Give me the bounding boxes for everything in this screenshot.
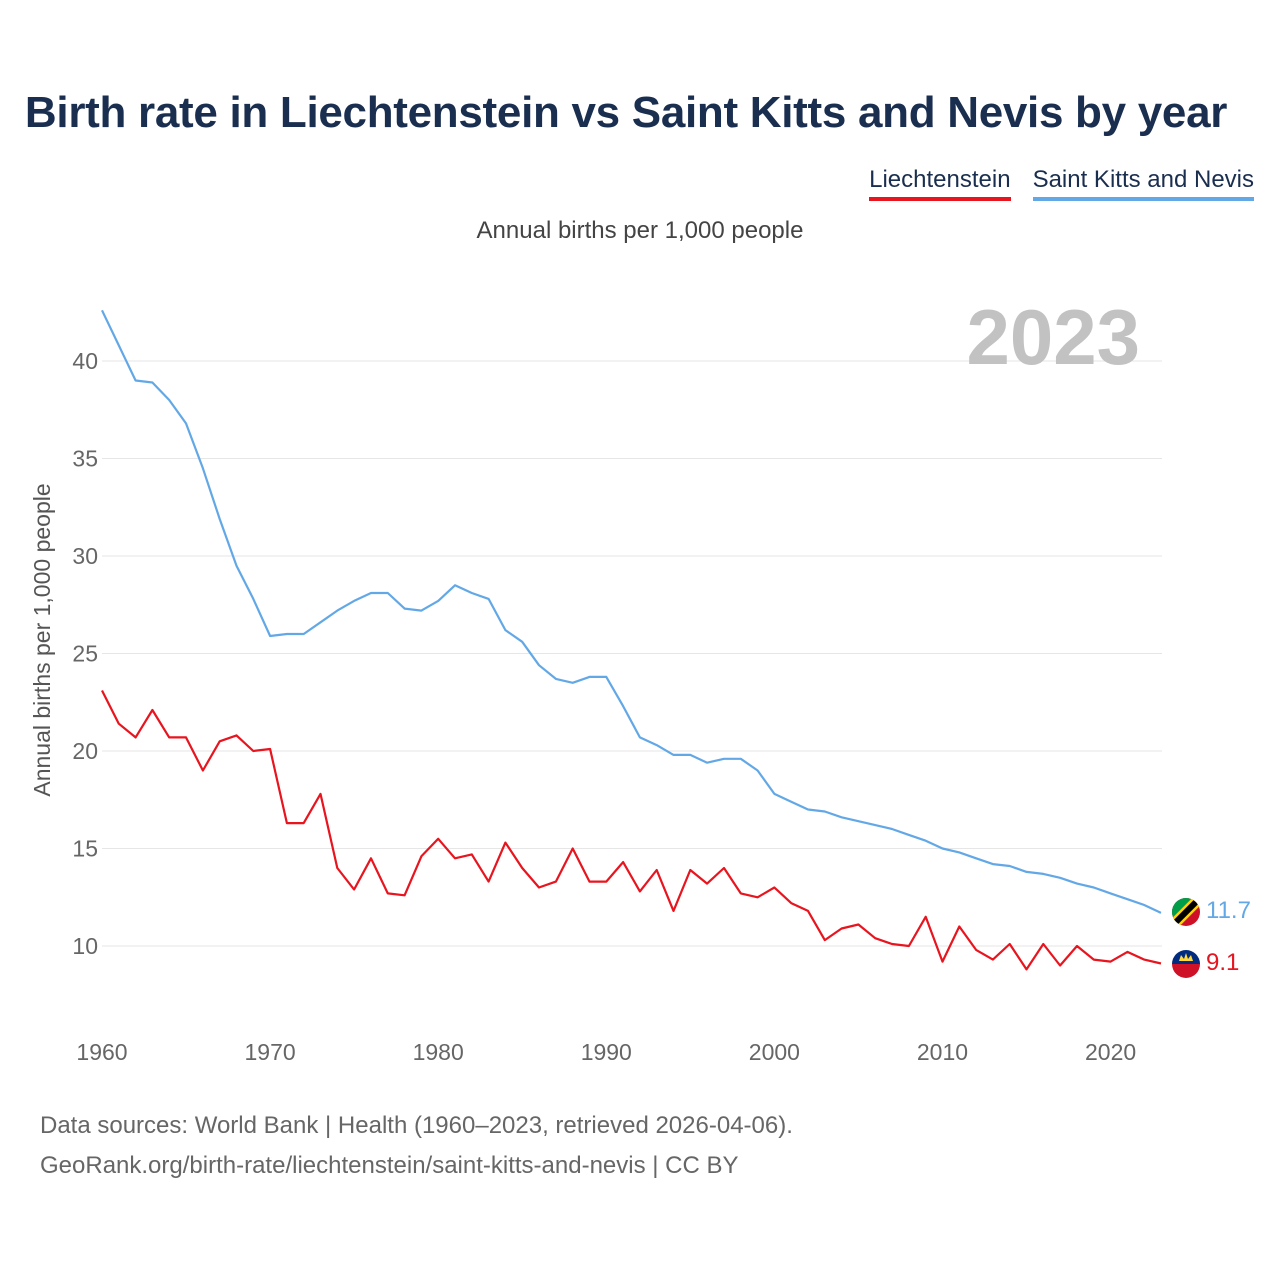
legend-item-liechtenstein[interactable]: Liechtenstein <box>869 166 1011 201</box>
y-axis-ticks: 10 15 20 25 30 35 40 <box>72 348 98 959</box>
x-tick-label: 2010 <box>917 1039 968 1065</box>
y-tick-label: 30 <box>72 543 98 569</box>
x-tick-label: 1990 <box>581 1039 632 1065</box>
legend: Liechtenstein Saint Kitts and Nevis <box>869 166 1254 201</box>
x-tick-label: 2000 <box>749 1039 800 1065</box>
x-tick-label: 1970 <box>245 1039 296 1065</box>
chart-subtitle: Annual births per 1,000 people <box>476 217 804 244</box>
series-lines <box>101 309 1162 971</box>
y-tick-label: 15 <box>72 836 98 862</box>
y-tick-label: 35 <box>72 446 98 472</box>
y-tick-label: 25 <box>72 641 98 667</box>
source-line-1: Data sources: World Bank | Health (1960–… <box>40 1112 793 1139</box>
source-line-2[interactable]: GeoRank.org/birth-rate/liechtenstein/sai… <box>40 1152 739 1179</box>
x-tick-label: 1960 <box>76 1039 127 1065</box>
y-tick-label: 20 <box>72 738 98 764</box>
end-label-liechtenstein: 9.1 <box>1206 949 1239 976</box>
x-tick-label: 2020 <box>1085 1039 1136 1065</box>
gridlines <box>102 360 1162 947</box>
x-axis-ticks: 1960 1970 1980 1990 2000 2010 2020 <box>76 1039 1136 1065</box>
y-axis-label: Annual births per 1,000 people <box>29 483 55 796</box>
source-note: Data sources: World Bank | Health (1960–… <box>40 1106 793 1186</box>
series-line-liechtenstein[interactable] <box>101 690 1162 971</box>
y-tick-label: 10 <box>72 933 98 959</box>
end-label-saint-kitts-and-nevis: 11.7 <box>1206 897 1251 924</box>
y-tick-label: 40 <box>72 348 98 374</box>
legend-item-saint-kitts-and-nevis[interactable]: Saint Kitts and Nevis <box>1032 166 1254 201</box>
year-watermark: 2023 <box>966 293 1140 381</box>
flag-liechtenstein-icon <box>1172 950 1200 978</box>
series-line-saint-kitts-and-nevis[interactable] <box>101 309 1162 914</box>
x-tick-label: 1980 <box>413 1039 464 1065</box>
flag-saint-kitts-and-nevis-icon <box>1172 898 1200 926</box>
chart-title: Birth rate in Liechtenstein vs Saint Kit… <box>24 88 1228 137</box>
